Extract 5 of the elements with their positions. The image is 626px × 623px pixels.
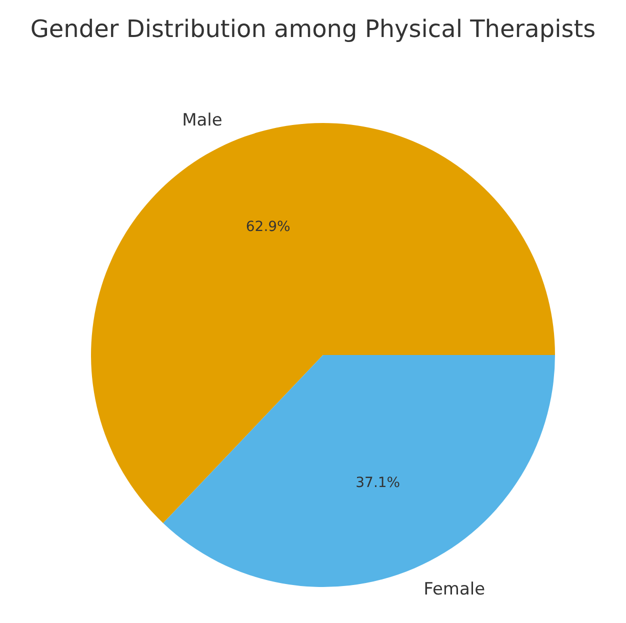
data-label: 37.1%	[356, 474, 400, 491]
slice-label: Female	[424, 580, 486, 600]
slice-label: Male	[182, 110, 222, 130]
chart-title: Gender Distribution among Physical Therapists	[29, 14, 597, 45]
data-label: 62.9%	[246, 219, 290, 236]
